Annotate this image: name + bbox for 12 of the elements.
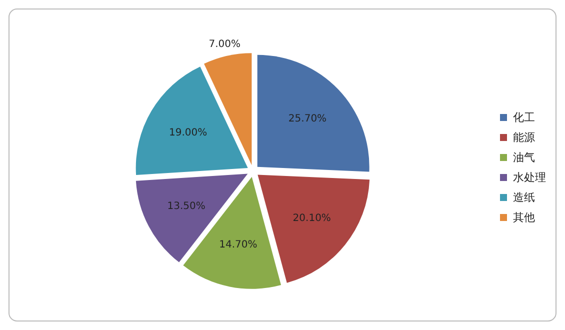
legend-label: 油气 xyxy=(513,151,535,164)
legend-label: 化工 xyxy=(513,111,535,124)
legend-label: 其他 xyxy=(513,211,535,224)
data-label: 25.70% xyxy=(288,114,327,125)
data-label: 7.00% xyxy=(208,38,241,50)
legend-label: 水处理 xyxy=(513,171,546,184)
legend-label: 能源 xyxy=(513,131,535,144)
data-label: 13.50% xyxy=(167,201,206,212)
legend-label: 造纸 xyxy=(513,191,535,204)
data-label: 14.70% xyxy=(219,240,258,251)
data-label: 20.10% xyxy=(292,212,331,224)
data-label: 19.00% xyxy=(168,127,208,138)
